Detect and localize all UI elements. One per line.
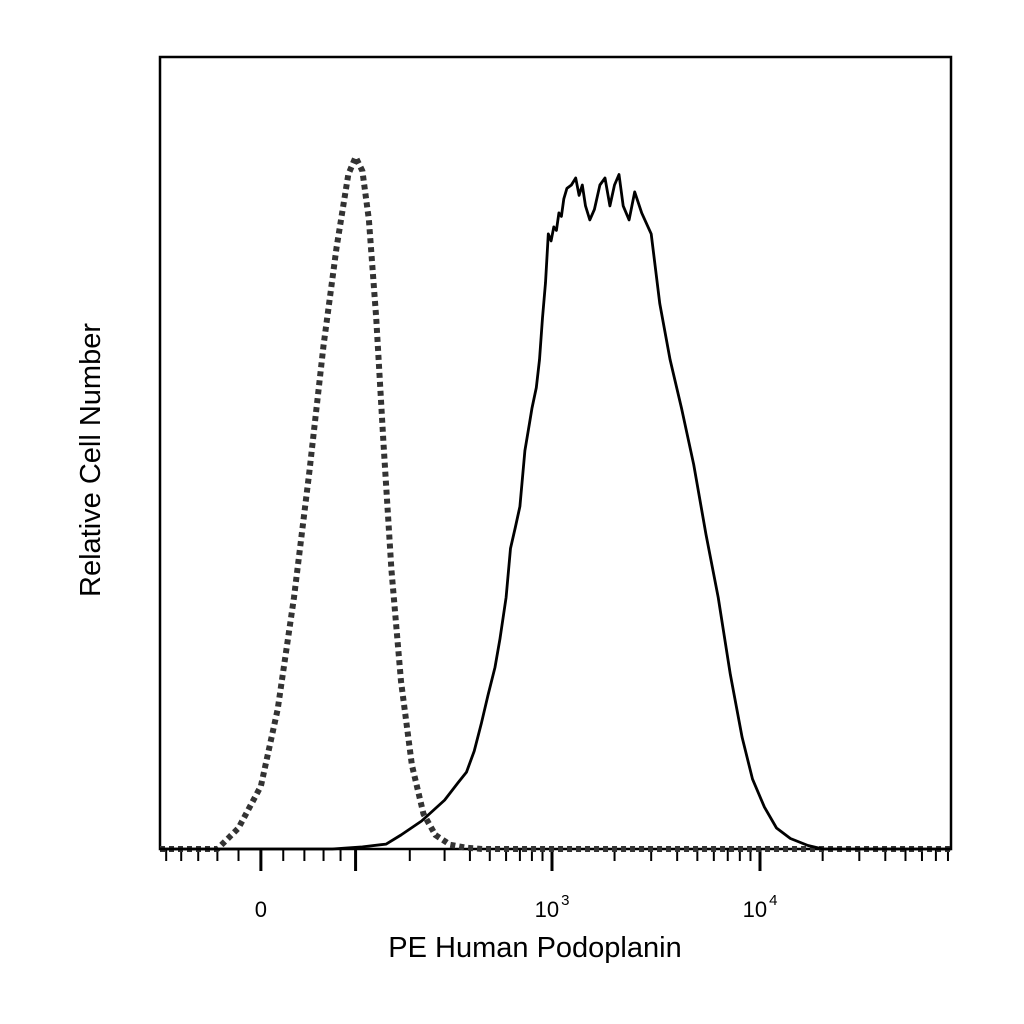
x-axis-tick-labels: 0 10 3 10 4: [255, 892, 778, 922]
series-line-solid: [160, 173, 951, 851]
plot-frame: [158, 55, 953, 851]
y-axis-title: Relative Cell Number: [75, 323, 107, 597]
x-axis-title: PE Human Podoplanin: [388, 932, 681, 964]
x-tick-label: 10 3: [535, 892, 570, 922]
series-line-dotted: [160, 154, 951, 852]
series-layer: [160, 154, 951, 852]
x-tick-label: 10 4: [743, 892, 778, 922]
x-tick-label: 0: [255, 897, 267, 922]
x-axis-ticks: [165, 849, 949, 871]
